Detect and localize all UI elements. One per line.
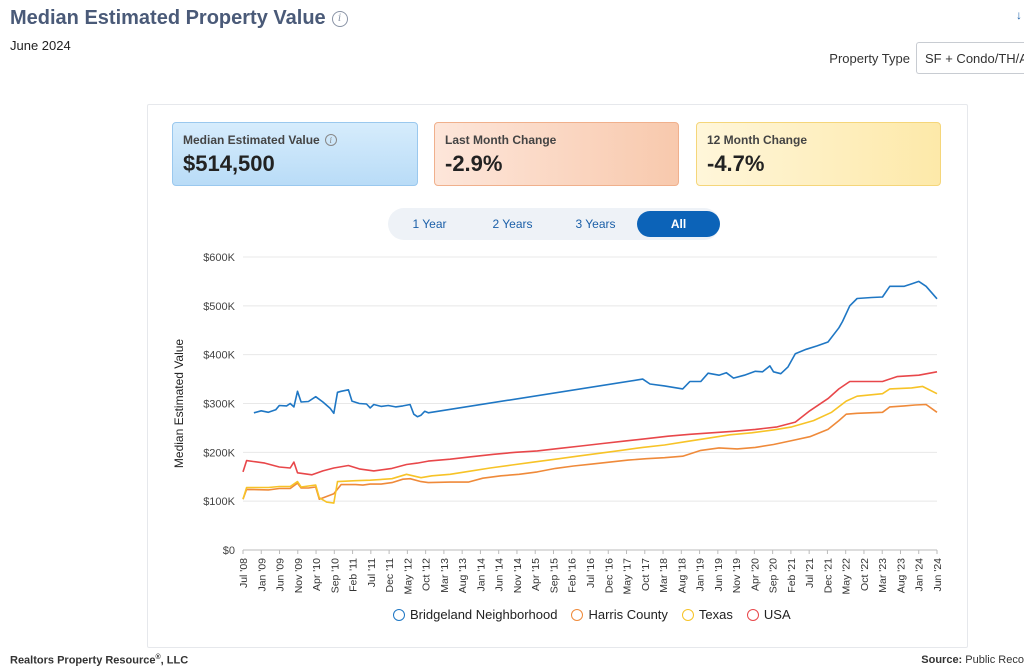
legend-swatch	[571, 608, 584, 621]
x-tick-label: Aug '18	[676, 558, 688, 593]
legend-item-bridgeland[interactable]: Bridgeland Neighborhood	[393, 607, 557, 622]
x-tick-label: Jan '14	[475, 558, 487, 592]
y-tick-label: $0	[223, 545, 235, 557]
tab-1-year[interactable]: 1 Year	[412, 217, 447, 231]
x-tick-label: Jun '24	[932, 558, 944, 592]
legend-label: Texas	[698, 607, 733, 622]
last-month-change-card: Last Month Change -2.9%	[434, 122, 679, 186]
x-tick-label: Oct '22	[859, 558, 871, 591]
y-tick-label: $400K	[203, 350, 235, 362]
page-subtitle: June 2024	[10, 38, 71, 53]
median-value-card: Median Estimated Value i $514,500	[172, 122, 418, 186]
x-tick-label: Jul '16	[585, 558, 597, 588]
source-label: Source:	[921, 654, 963, 666]
property-type-filter: Property Type SF + Condo/TH/A	[829, 42, 1024, 74]
footer-credit: Realtors Property Resource®, LLC	[10, 654, 188, 667]
legend-swatch	[393, 608, 405, 621]
card-value: -4.7%	[707, 151, 765, 176]
tab-all[interactable]: All	[637, 211, 720, 237]
x-tick-label: Feb '21	[786, 558, 798, 593]
x-tick-label: Feb '16	[567, 558, 579, 593]
legend-label: Harris County	[588, 607, 668, 622]
title-row: Median Estimated Property Value i	[10, 7, 348, 30]
x-tick-label: Dec '21	[822, 558, 834, 593]
x-tick-label: Jul '11	[366, 558, 378, 587]
footer-source: Source: Public Reco	[921, 654, 1024, 666]
y-tick-label: $500K	[203, 301, 235, 313]
tab-3-years[interactable]: 3 Years	[575, 217, 616, 231]
twelve-month-change-card: 12 Month Change -4.7%	[696, 122, 941, 186]
series-line-bridgeland-neighborhood	[253, 280, 938, 418]
y-tick-label: $600K	[203, 252, 235, 264]
x-tick-label: Feb '11	[348, 558, 360, 592]
download-icon[interactable]: ↓	[1016, 8, 1022, 22]
x-tick-label: May '22	[841, 558, 853, 595]
x-tick-label: Oct '17	[640, 558, 652, 591]
card-label: 12 Month Change	[707, 133, 808, 147]
y-tick-label: $300K	[203, 399, 235, 411]
x-tick-label: Jul '08	[238, 558, 250, 588]
y-axis-label: Median Estimated Value	[172, 339, 186, 469]
chart-legend: Bridgeland Neighborhood Harris County Te…	[393, 607, 791, 622]
x-tick-label: May '12	[402, 558, 414, 595]
x-tick-label: Apr '20	[749, 558, 761, 591]
legend-item-texas[interactable]: Texas	[681, 607, 733, 622]
x-tick-label: Mar '18	[658, 558, 670, 593]
info-icon[interactable]: i	[331, 10, 348, 27]
x-tick-label: Dec '11	[384, 558, 396, 593]
chart-panel	[147, 104, 968, 648]
x-tick-label: Jun '19	[713, 558, 725, 592]
card-label: Last Month Change	[445, 133, 557, 147]
info-icon[interactable]: i	[324, 134, 337, 146]
tab-2-years[interactable]: 2 Years	[492, 217, 533, 231]
x-tick-label: May '17	[622, 558, 634, 595]
x-tick-label: Apr '15	[530, 558, 542, 591]
registered-mark: ®	[155, 654, 161, 661]
source-value: Public Reco	[962, 654, 1024, 666]
x-tick-label: Oct '12	[421, 558, 433, 591]
x-tick-label: Mar '23	[877, 558, 889, 593]
legend-item-harris-county[interactable]: Harris County	[571, 607, 668, 622]
page-title: Median Estimated Property Value	[10, 7, 326, 29]
x-tick-label: Nov '14	[512, 558, 524, 593]
x-tick-label: Jul '21	[804, 558, 816, 588]
x-tick-label: Aug '23	[895, 558, 907, 593]
card-value: -2.9%	[445, 151, 503, 176]
card-label-text: Median Estimated Value	[183, 133, 320, 147]
footer-credit-name: Realtors Property Resource	[10, 654, 156, 667]
x-tick-label: Dec '16	[603, 558, 615, 593]
series-line-usa	[242, 371, 938, 476]
x-tick-label: Sep '20	[768, 558, 780, 593]
legend-label: Bridgeland Neighborhood	[410, 607, 558, 622]
y-tick-label: $100K	[203, 496, 235, 508]
x-tick-label: Jan '19	[695, 558, 707, 592]
legend-item-usa[interactable]: USA	[746, 607, 791, 622]
property-type-label: Property Type	[829, 50, 910, 66]
card-label: Median Estimated Value i	[183, 133, 407, 147]
legend-swatch	[746, 608, 759, 621]
x-tick-label: Jun '14	[494, 558, 506, 592]
x-tick-label: Jan '09	[256, 558, 268, 592]
footer-credit-suffix: , LLC	[160, 654, 189, 667]
x-tick-label: Jun '09	[275, 558, 287, 592]
x-tick-label: Apr '10	[311, 558, 323, 591]
legend-swatch	[681, 608, 694, 621]
series-line-texas	[242, 385, 938, 504]
legend-label: USA	[763, 607, 791, 622]
time-range-tabs: 1 Year 2 Years 3 Years All	[388, 208, 720, 240]
x-tick-label: Aug '13	[457, 558, 469, 593]
y-tick-label: $200K	[203, 447, 235, 459]
x-tick-label: Jan '24	[914, 558, 926, 592]
property-type-select[interactable]: SF + Condo/TH/A	[916, 42, 1024, 74]
card-value: $514,500	[183, 151, 275, 176]
x-tick-label: Sep '10	[329, 558, 341, 593]
x-tick-label: Sep '15	[548, 558, 560, 593]
x-tick-label: Nov '09	[293, 558, 305, 593]
x-tick-label: Nov '19	[731, 558, 743, 593]
x-tick-label: Mar '13	[439, 558, 451, 593]
